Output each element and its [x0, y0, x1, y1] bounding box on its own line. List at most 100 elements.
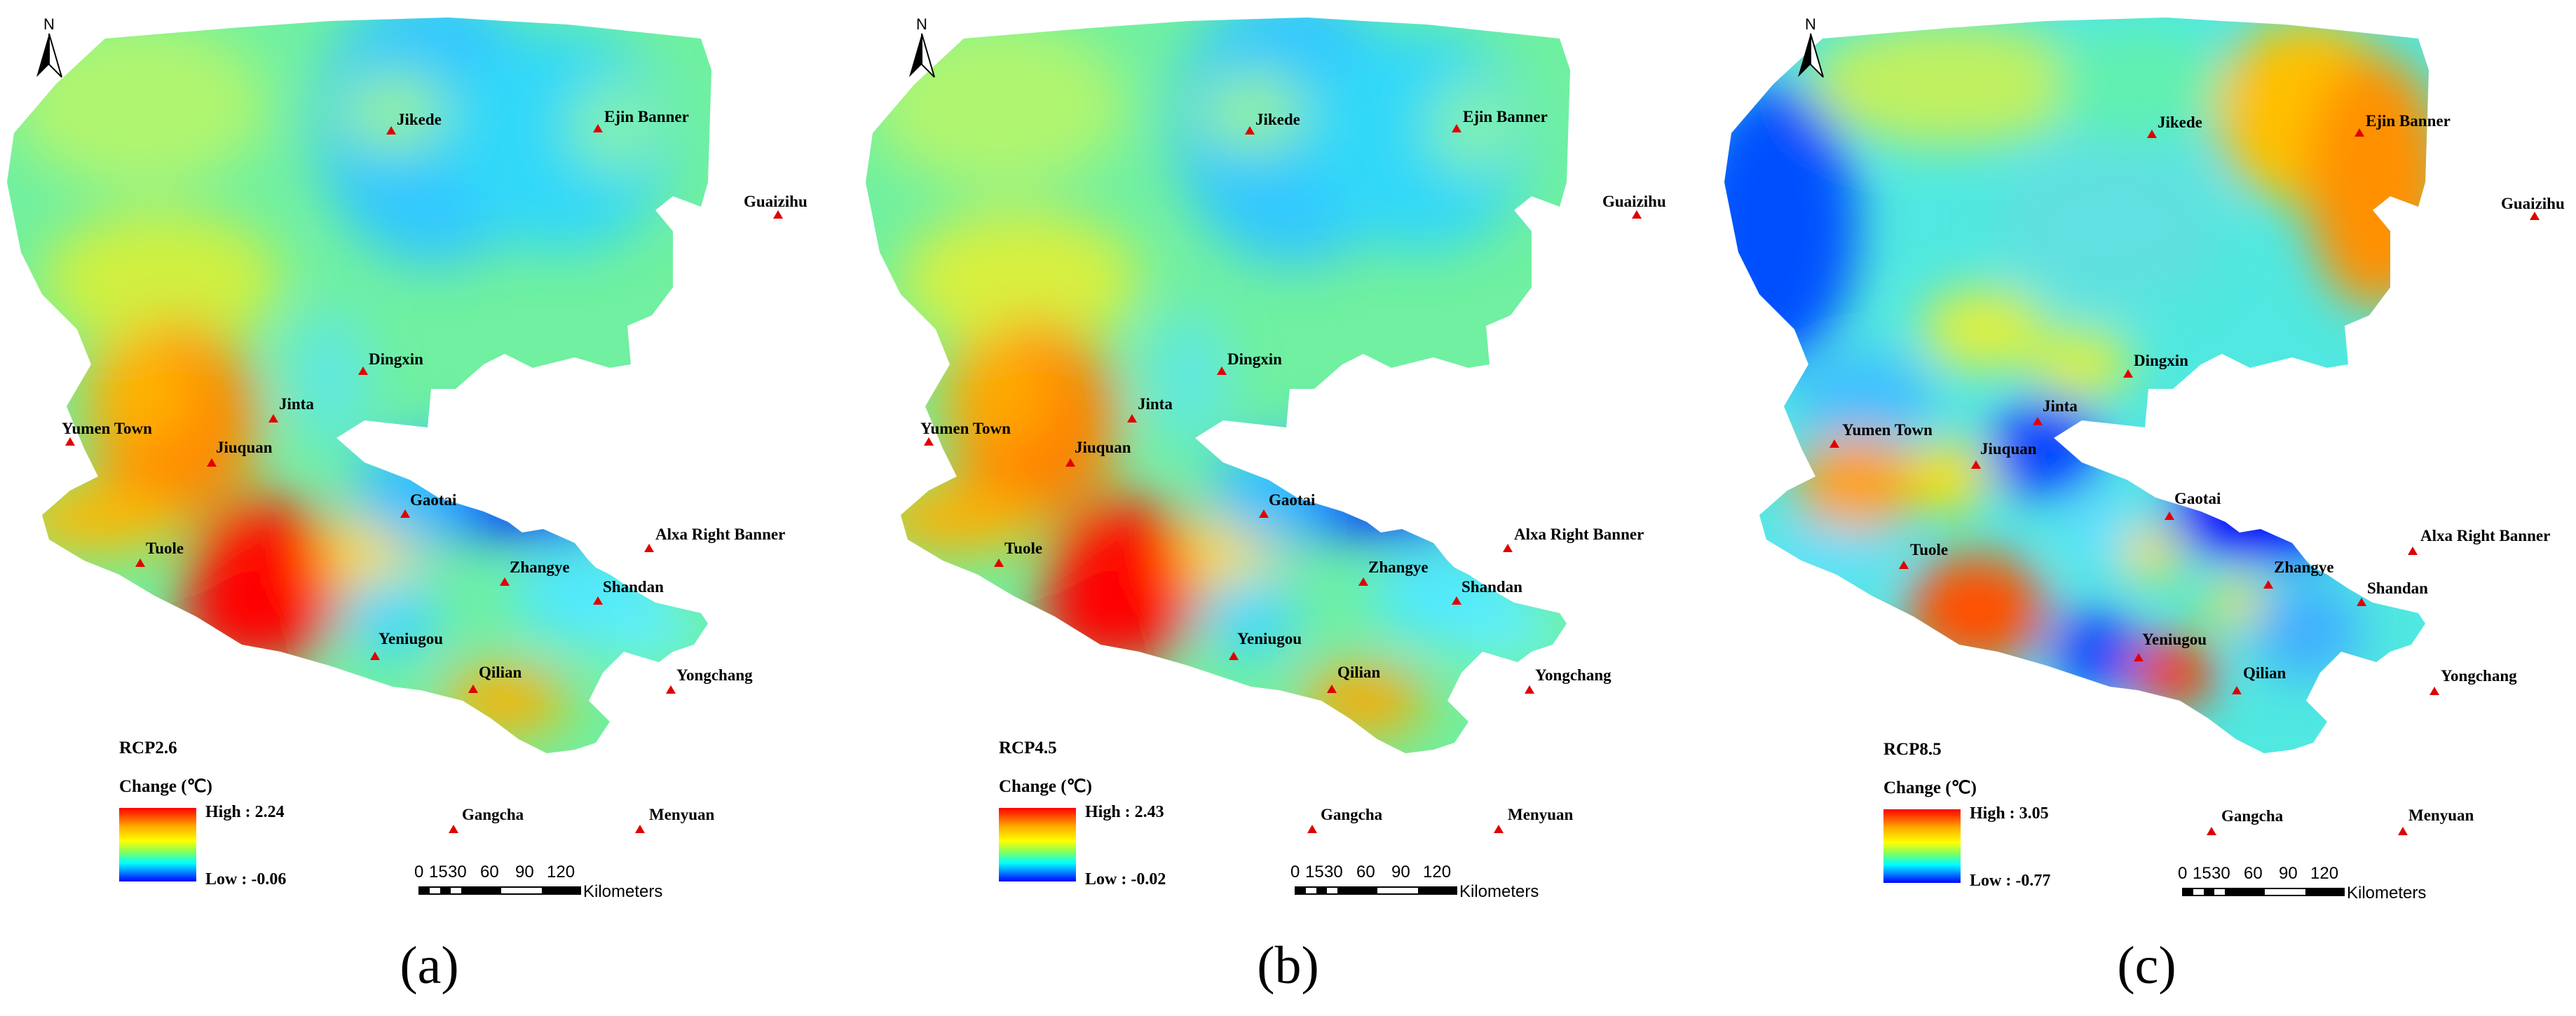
svg-text:Shandan: Shandan — [603, 578, 664, 596]
svg-text:15: 15 — [429, 863, 448, 881]
svg-text:Yeniugou: Yeniugou — [379, 630, 443, 647]
town-yumen-town: Yumen Town — [1829, 421, 1933, 448]
svg-text:Guaizihu: Guaizihu — [744, 193, 807, 210]
svg-text:Yumen Town: Yumen Town — [1842, 421, 1933, 439]
town-jiuquan: Jiuquan — [1971, 440, 2037, 469]
svg-text:Dingxin: Dingxin — [2134, 352, 2188, 369]
svg-text:Kilometers: Kilometers — [2347, 884, 2426, 902]
town-menyuan: Menyuan — [635, 806, 715, 833]
svg-text:Qilian: Qilian — [1337, 664, 1381, 681]
svg-text:90: 90 — [515, 863, 534, 881]
scale-bar: 0 15 30 60 90 120 Kilometers — [1290, 863, 1539, 901]
town-ejin-banner: Ejin Banner — [2354, 112, 2451, 137]
town-guaizihu: Guaizihu — [1602, 193, 1666, 219]
svg-text:Jinta: Jinta — [279, 395, 314, 413]
town-tuole: Tuole — [994, 540, 1042, 567]
svg-text:Gangcha: Gangcha — [2221, 807, 2284, 825]
town-jinta: Jinta — [1127, 395, 1173, 423]
panel-caption: (c) — [2117, 936, 2176, 995]
town-gangcha: Gangcha — [2207, 807, 2284, 835]
scale-bar: 0 15 30 60 90 120 Kilometers — [414, 863, 662, 901]
svg-text:Qilian: Qilian — [479, 664, 522, 681]
svg-text:Gaotai: Gaotai — [1269, 491, 1316, 509]
svg-text:Zhangye: Zhangye — [2274, 558, 2334, 576]
svg-text:Ejin Banner: Ejin Banner — [1463, 108, 1548, 125]
town-qilian: Qilian — [468, 664, 522, 693]
legend-change-label: Change (℃) — [119, 777, 212, 796]
town-jiuquan: Jiuquan — [1065, 439, 1131, 467]
svg-text:Ejin Banner: Ejin Banner — [604, 108, 689, 125]
town-guaizihu: Guaizihu — [2501, 195, 2565, 220]
svg-text:120: 120 — [547, 863, 575, 881]
town-alxa-right-banner: Alxa Right Banner — [1503, 526, 1644, 552]
svg-text:Zhangye: Zhangye — [1368, 558, 1429, 576]
legend-high: High : 2.24 — [205, 803, 285, 821]
legend: RCP4.5 Change (℃) High : 2.43 Low : -0.0… — [999, 739, 1166, 888]
svg-text:Shandan: Shandan — [1461, 578, 1522, 596]
svg-text:N: N — [43, 15, 55, 33]
map-svg: Jikede Ejin Banner Guaizihu Dingxin Jint… — [866, 15, 1666, 901]
svg-text:Yongchang: Yongchang — [1535, 666, 1611, 684]
svg-text:Menyuan: Menyuan — [2408, 806, 2474, 824]
svg-text:Jiuquan: Jiuquan — [1075, 439, 1131, 456]
town-zhangye: Zhangye — [500, 558, 570, 586]
north-arrow: N — [1798, 15, 1824, 78]
town-zhangye: Zhangye — [2263, 558, 2334, 589]
town-jinta: Jinta — [2033, 397, 2078, 425]
svg-text:0: 0 — [414, 863, 423, 881]
svg-text:Tuole: Tuole — [1910, 541, 1948, 558]
town-dingxin: Dingxin — [2123, 352, 2188, 378]
town-yeniugou: Yeniugou — [370, 630, 443, 660]
scenario-label: RCP4.5 — [999, 739, 1057, 757]
town-gaotai: Gaotai — [1259, 491, 1316, 518]
legend-high: High : 2.43 — [1085, 803, 1164, 821]
svg-text:60: 60 — [480, 863, 499, 881]
town-shandan: Shandan — [593, 578, 664, 605]
svg-text:60: 60 — [2244, 864, 2263, 883]
svg-text:Alxa Right Banner: Alxa Right Banner — [2420, 527, 2550, 544]
town-yumen-town: Yumen Town — [62, 420, 152, 446]
town-gangcha: Gangcha — [1307, 806, 1383, 833]
svg-text:Gangcha: Gangcha — [1321, 806, 1383, 823]
legend-change-label: Change (℃) — [999, 777, 1092, 796]
svg-text:Menyuan: Menyuan — [649, 806, 715, 823]
town-dingxin: Dingxin — [358, 350, 423, 375]
town-markers: Jikede Ejin Banner Guaizihu Dingxin Jint… — [62, 108, 807, 833]
svg-text:120: 120 — [1423, 863, 1451, 881]
map-svg: Jikede Ejin Banner Guaizihu Dingxin Jint… — [1724, 15, 2565, 902]
svg-text:15: 15 — [2193, 864, 2212, 883]
temperature-change-raster — [866, 18, 1570, 753]
scale-bar: 0 15 30 60 90 120 Kilometers — [2178, 864, 2426, 902]
map-panel-rcp45: Jikede Ejin Banner Guaizihu Dingxin Jint… — [859, 0, 1717, 1016]
svg-text:Shandan: Shandan — [2367, 579, 2428, 597]
svg-text:Yongchang: Yongchang — [2441, 667, 2517, 685]
svg-text:Yeniugou: Yeniugou — [1237, 630, 1302, 647]
map-svg: Jikede Ejin Banner Guaizihu Dingxin Jint… — [7, 15, 807, 901]
svg-text:Jikede: Jikede — [397, 111, 442, 128]
svg-text:Gaotai: Gaotai — [410, 491, 457, 509]
svg-text:30: 30 — [1324, 863, 1343, 881]
town-tuole: Tuole — [135, 540, 184, 567]
legend-low: Low : -0.06 — [205, 870, 286, 888]
panel-caption: (a) — [400, 936, 459, 995]
svg-text:Dingxin: Dingxin — [369, 350, 423, 368]
town-menyuan: Menyuan — [1494, 806, 1574, 833]
town-shandan: Shandan — [2357, 579, 2428, 606]
town-dingxin: Dingxin — [1217, 350, 1282, 375]
town-ejin-banner: Ejin Banner — [1452, 108, 1548, 132]
svg-text:Yeniugou: Yeniugou — [2142, 631, 2207, 648]
legend-change-label: Change (℃) — [1883, 778, 1977, 797]
legend-color-ramp — [119, 808, 196, 881]
svg-text:Kilometers: Kilometers — [1459, 882, 1539, 901]
svg-text:Gangcha: Gangcha — [462, 806, 524, 823]
svg-text:Alxa Right Banner: Alxa Right Banner — [655, 526, 785, 543]
legend-low: Low : -0.02 — [1085, 870, 1166, 888]
svg-text:120: 120 — [2310, 864, 2338, 883]
town-gaotai: Gaotai — [2165, 490, 2221, 520]
town-markers: Jikede Ejin Banner Guaizihu Dingxin Jint… — [1829, 112, 2565, 835]
svg-text:15: 15 — [1305, 863, 1324, 881]
svg-text:Ejin Banner: Ejin Banner — [2366, 112, 2451, 130]
svg-text:90: 90 — [1391, 863, 1410, 881]
scenario-label: RCP2.6 — [119, 739, 177, 757]
